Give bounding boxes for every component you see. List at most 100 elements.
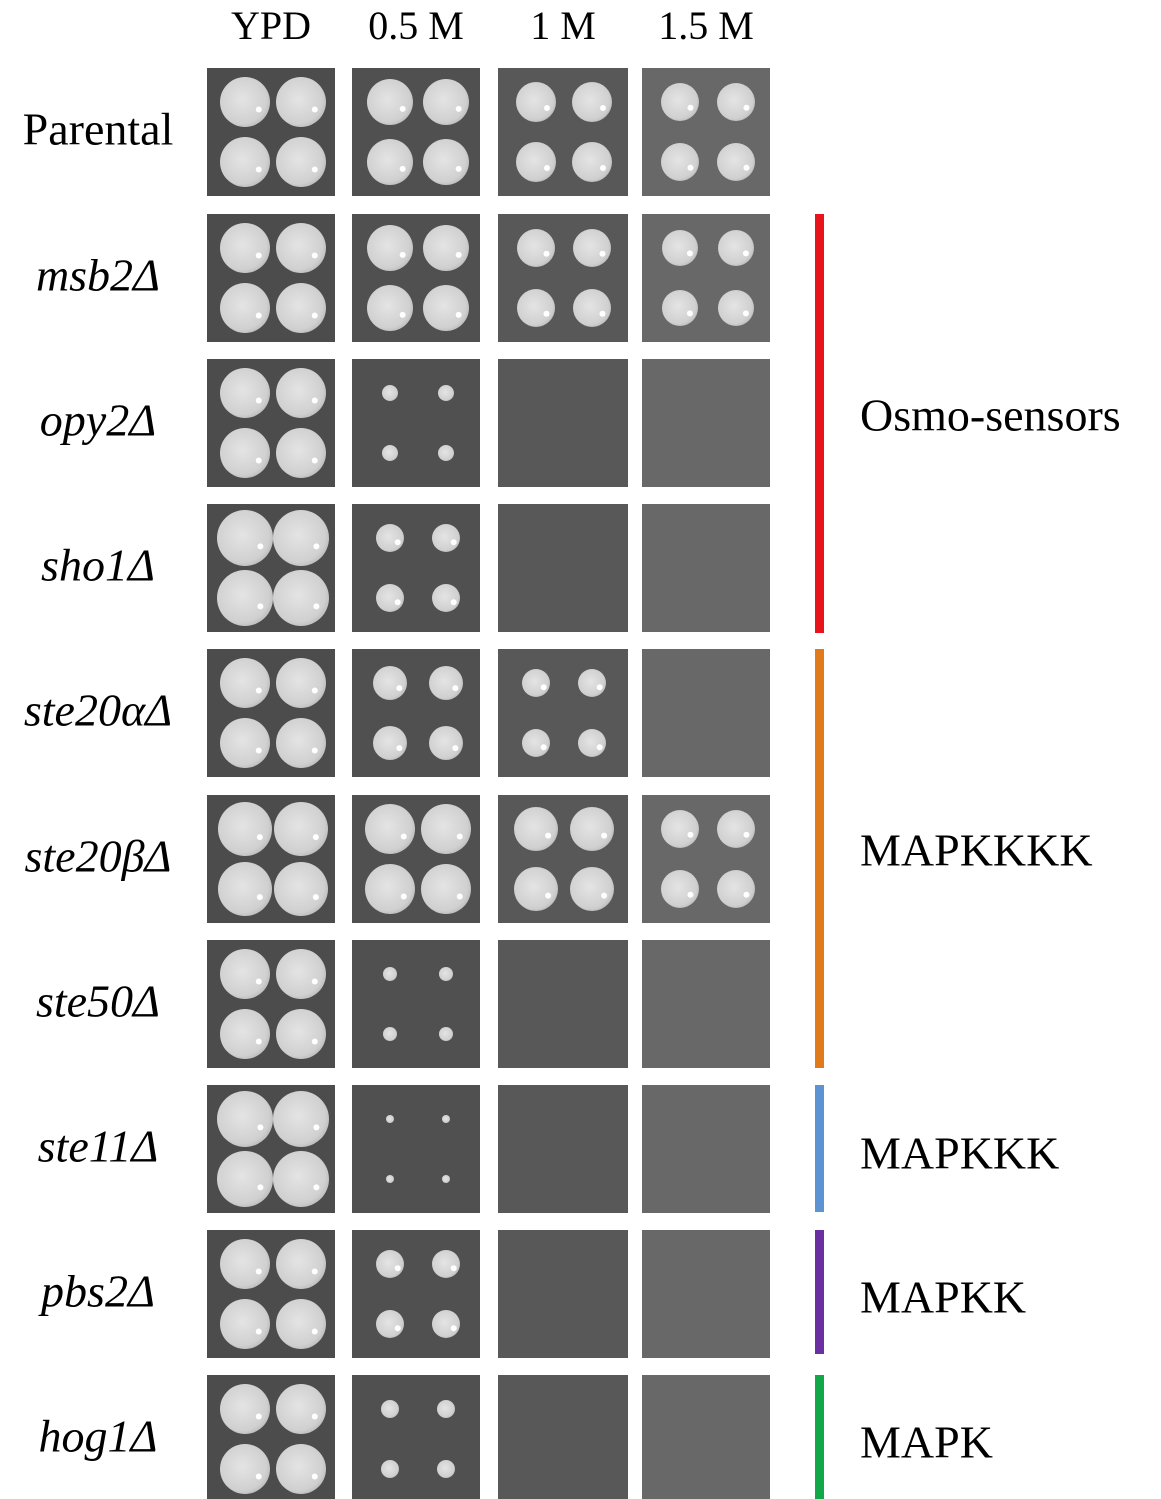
colony — [367, 285, 413, 331]
colony — [381, 1400, 399, 1418]
colony-highlight — [256, 253, 262, 259]
colony-highlight — [743, 892, 749, 898]
colony — [573, 229, 611, 267]
plate-background — [498, 68, 628, 196]
row-label: hog1Δ — [39, 1411, 158, 1462]
colony — [573, 289, 611, 327]
plate-background — [498, 1375, 628, 1499]
plate-background — [352, 940, 480, 1068]
colony — [442, 1115, 450, 1123]
plate-background — [498, 504, 628, 632]
colony — [220, 428, 270, 478]
colony — [386, 1175, 394, 1183]
colony-highlight — [743, 250, 749, 256]
colony — [438, 445, 454, 461]
colony — [421, 864, 471, 914]
colony — [276, 283, 326, 333]
plate-panel — [498, 504, 628, 632]
row-label: msb2Δ — [36, 250, 160, 301]
column-header: 1.5 M — [658, 3, 754, 48]
plate-background — [498, 359, 628, 487]
plate-panel — [642, 214, 770, 342]
colony-highlight — [457, 894, 463, 900]
group-bar — [815, 649, 824, 1068]
colony — [572, 82, 612, 122]
colony — [276, 718, 326, 768]
plate-background — [352, 359, 480, 487]
colony — [432, 1250, 460, 1278]
plate-background — [642, 1375, 770, 1499]
colony-highlight — [451, 1265, 457, 1271]
plate-panel — [642, 940, 770, 1068]
colony-highlight — [312, 979, 318, 985]
colony — [662, 230, 698, 266]
row-label: ste11Δ — [38, 1121, 159, 1172]
group-label: MAPKKKK — [860, 825, 1093, 876]
plate-panel — [207, 504, 335, 632]
colony-highlight — [313, 543, 319, 549]
plate-background — [642, 795, 770, 923]
group-bar — [815, 1375, 824, 1499]
colony — [220, 223, 270, 273]
colony — [365, 804, 415, 854]
colony-highlight — [743, 310, 749, 316]
colony — [661, 143, 699, 181]
colony — [386, 1115, 394, 1123]
colony — [217, 1091, 273, 1147]
colony-highlight — [601, 833, 607, 839]
plate-background — [498, 795, 628, 923]
colony-highlight — [256, 1414, 262, 1420]
plate-panel — [207, 214, 335, 342]
colony — [432, 524, 460, 552]
plate-background — [352, 1085, 480, 1213]
colony-highlight — [400, 252, 406, 258]
colony-highlight — [312, 167, 318, 173]
colony — [429, 726, 463, 760]
plate-panel — [642, 68, 770, 196]
colony-highlight — [400, 312, 406, 318]
plate-panel — [498, 940, 628, 1068]
colony — [383, 967, 397, 981]
colony-highlight — [256, 167, 262, 173]
colony-highlight — [256, 1329, 262, 1335]
group-label: MAPKK — [860, 1272, 1026, 1323]
plate-panel — [207, 795, 335, 923]
colony — [572, 142, 612, 182]
colony-highlight — [600, 165, 606, 171]
group-label: Osmo-sensors — [860, 390, 1121, 441]
plate-panel — [498, 1375, 628, 1499]
plate-background — [352, 1375, 480, 1499]
colony — [376, 1250, 404, 1278]
row-label: pbs2Δ — [38, 1266, 155, 1317]
colony-highlight — [600, 105, 606, 111]
row-label: ste50Δ — [36, 976, 160, 1027]
plate-background — [642, 649, 770, 777]
colony-highlight — [456, 312, 462, 318]
colony-highlight — [597, 684, 603, 690]
colony — [218, 862, 272, 916]
colony-highlight — [687, 250, 693, 256]
colony — [662, 290, 698, 326]
colony — [276, 1009, 326, 1059]
colony-highlight — [395, 539, 401, 545]
plate-panel — [642, 1375, 770, 1499]
colony-highlight — [452, 685, 458, 691]
colony-highlight — [312, 1474, 318, 1480]
colony — [220, 1299, 270, 1349]
colony — [570, 807, 614, 851]
plate-background — [352, 504, 480, 632]
colony-highlight — [400, 166, 406, 172]
colony — [220, 1009, 270, 1059]
colony — [661, 83, 699, 121]
colony-highlight — [541, 684, 547, 690]
colony — [367, 79, 413, 125]
colony-highlight — [401, 834, 407, 840]
colony — [276, 223, 326, 273]
colony-highlight — [256, 1474, 262, 1480]
group-label: MAPK — [860, 1417, 993, 1468]
colony — [373, 726, 407, 760]
plate-panel — [642, 359, 770, 487]
colony-highlight — [687, 105, 693, 111]
colony — [220, 658, 270, 708]
plate-background — [642, 940, 770, 1068]
